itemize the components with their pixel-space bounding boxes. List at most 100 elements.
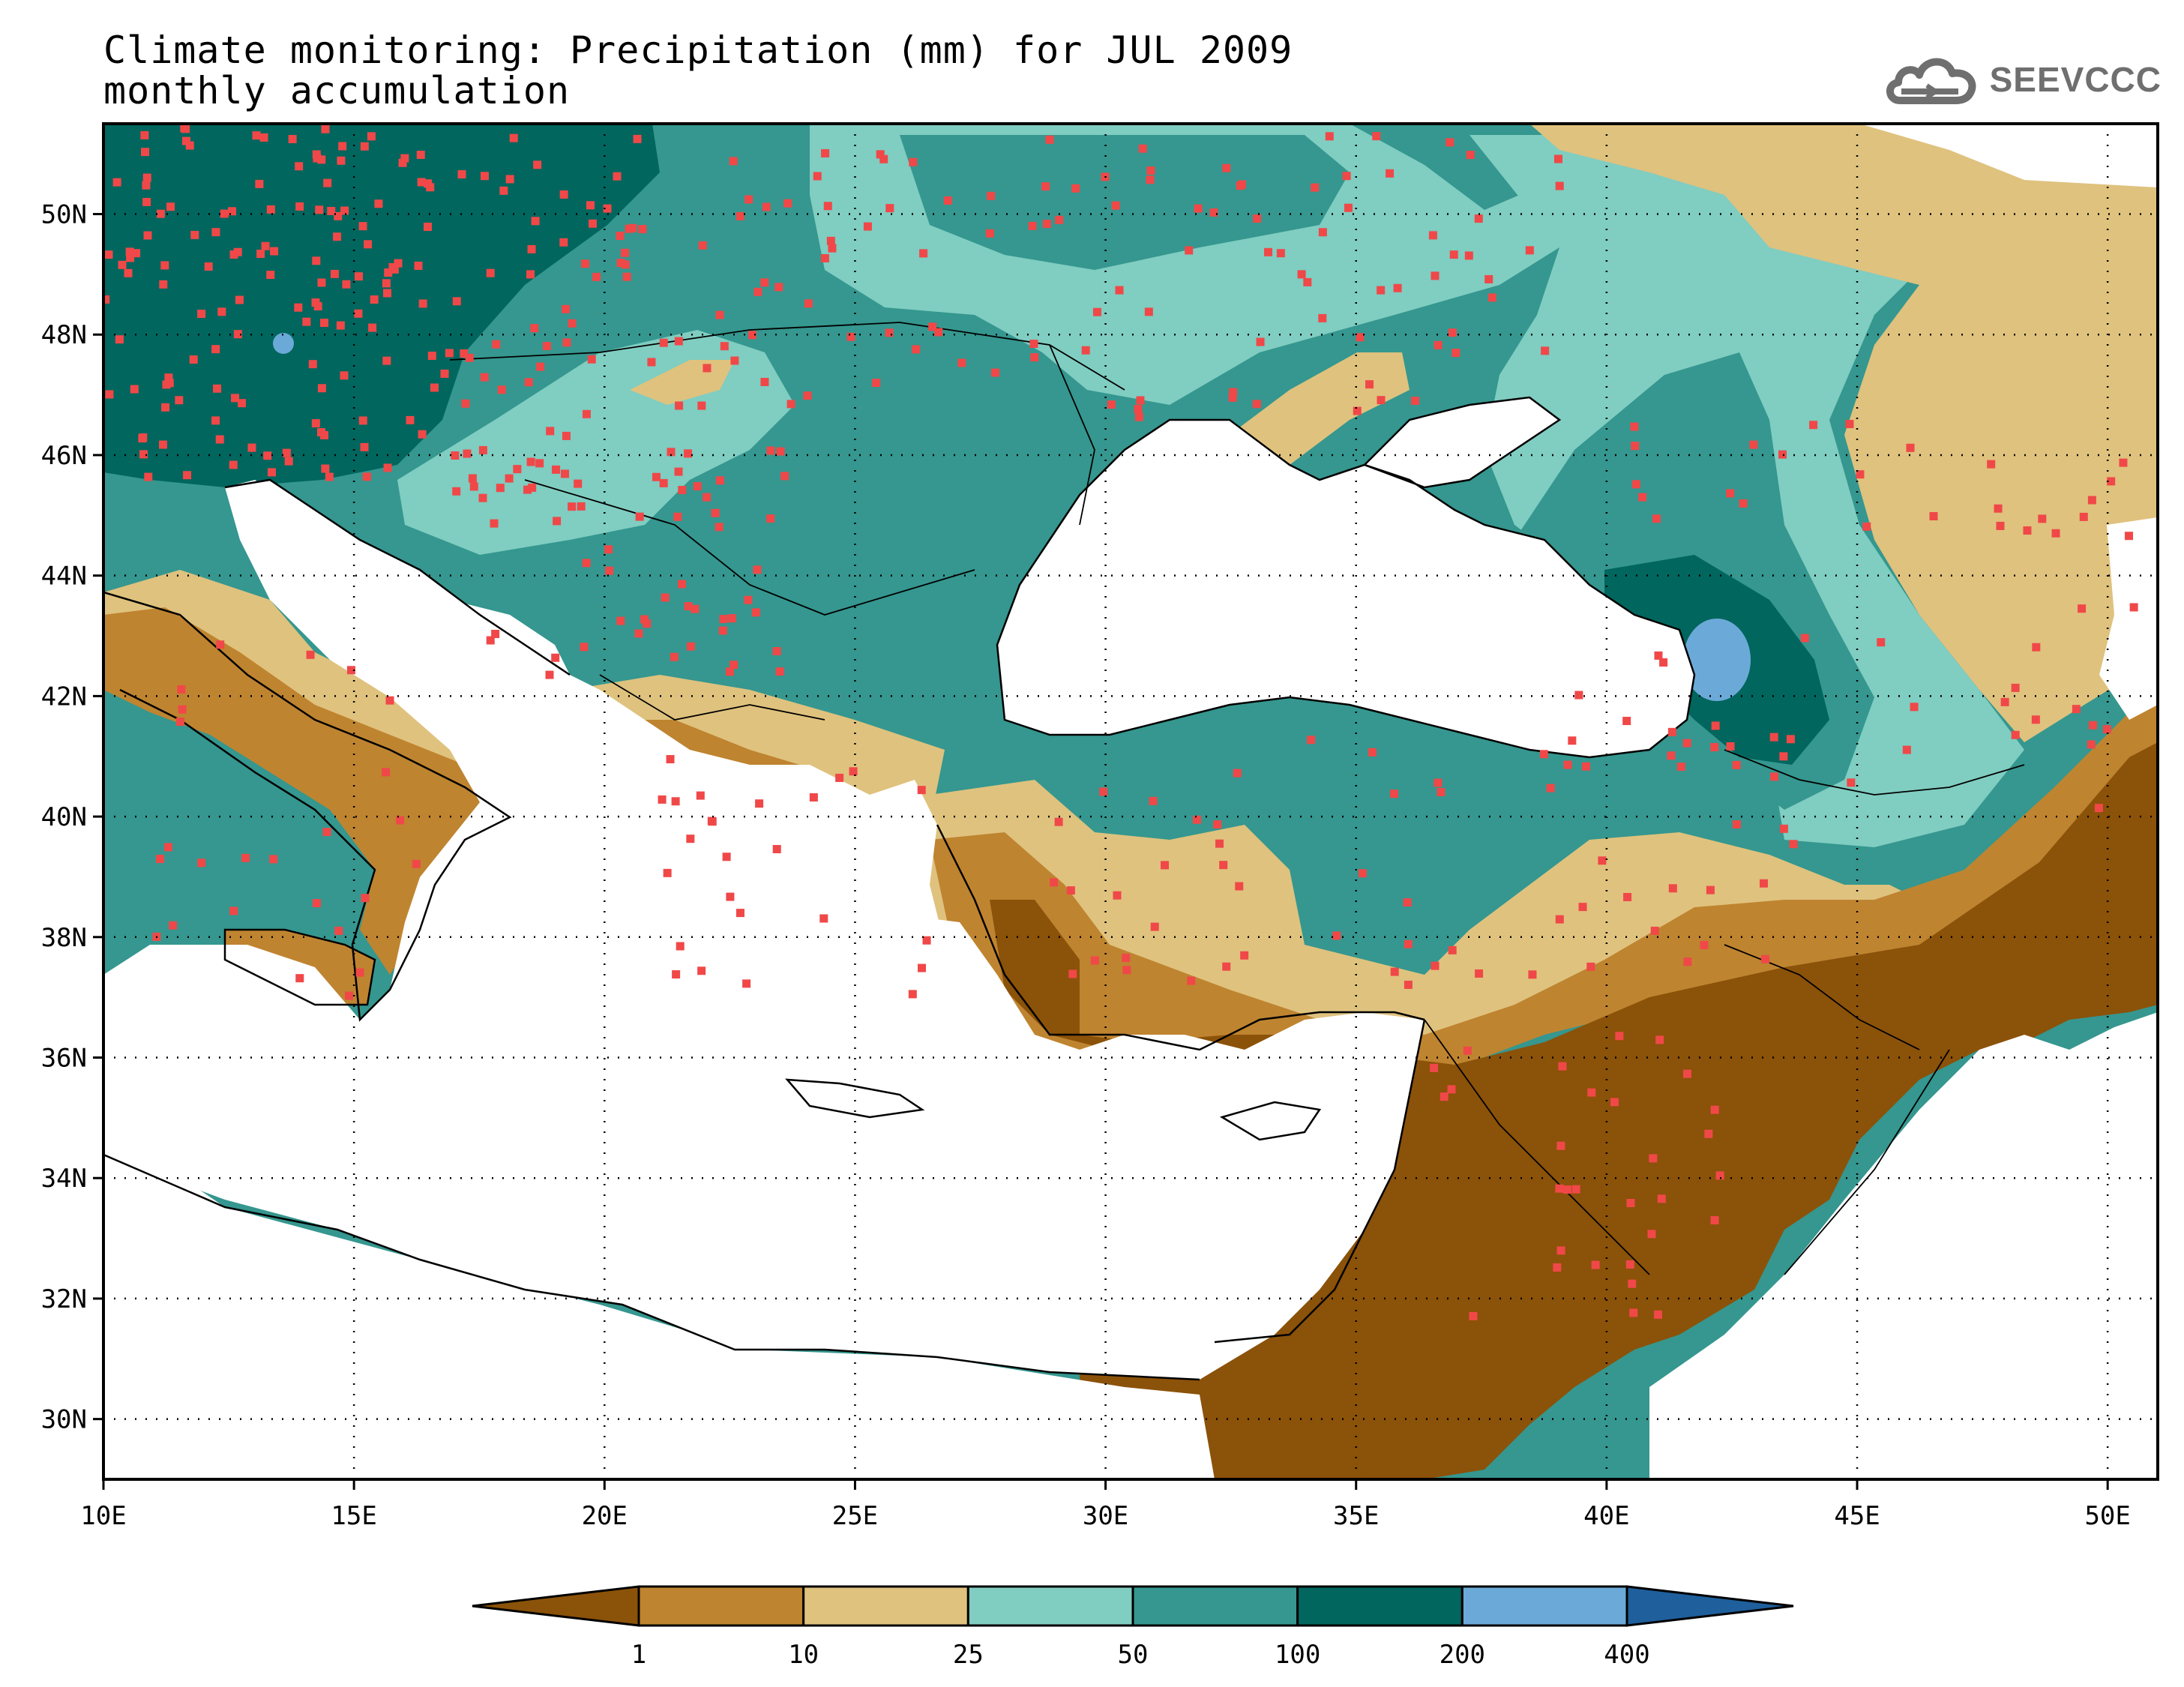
station-marker bbox=[295, 974, 304, 983]
coast-black-sea bbox=[996, 418, 1696, 759]
station-marker bbox=[647, 358, 656, 367]
station-marker bbox=[1161, 861, 1170, 870]
station-marker bbox=[368, 323, 377, 332]
station-marker bbox=[990, 368, 999, 377]
station-marker bbox=[1652, 514, 1661, 523]
station-marker bbox=[698, 241, 707, 250]
station-marker bbox=[560, 469, 569, 478]
station-marker bbox=[185, 141, 194, 150]
station-marker bbox=[1654, 651, 1663, 660]
station-marker bbox=[753, 287, 762, 296]
station-marker bbox=[1134, 405, 1143, 414]
station-marker bbox=[211, 228, 220, 237]
station-marker bbox=[1448, 328, 1457, 337]
station-marker bbox=[1562, 1185, 1571, 1194]
station-marker bbox=[725, 667, 734, 676]
station-marker bbox=[1122, 966, 1131, 975]
station-marker bbox=[879, 154, 888, 163]
station-marker bbox=[398, 158, 407, 167]
x-tick-label: 50E bbox=[2084, 1501, 2130, 1531]
station-marker bbox=[345, 991, 354, 1000]
station-marker bbox=[674, 467, 683, 476]
station-marker bbox=[1042, 220, 1051, 229]
nodata-ne-corner bbox=[1859, 124, 2158, 187]
station-marker bbox=[1222, 163, 1231, 172]
station-marker bbox=[1994, 504, 2003, 513]
station-marker bbox=[1598, 856, 1607, 865]
station-marker bbox=[735, 909, 744, 918]
station-marker bbox=[164, 373, 173, 382]
station-marker bbox=[396, 816, 405, 825]
station-marker bbox=[846, 332, 855, 341]
station-marker bbox=[885, 328, 894, 337]
station-marker bbox=[461, 399, 470, 408]
station-marker bbox=[1862, 522, 1871, 531]
station-marker bbox=[316, 428, 325, 437]
y-tick-label: 34N bbox=[41, 1164, 87, 1194]
station-marker bbox=[774, 283, 783, 292]
station-marker bbox=[1659, 658, 1668, 667]
station-markers bbox=[103, 124, 2138, 1320]
station-marker bbox=[849, 767, 858, 776]
station-marker bbox=[463, 449, 472, 458]
station-marker bbox=[1629, 1308, 1638, 1317]
station-marker bbox=[306, 650, 315, 659]
station-marker bbox=[394, 259, 403, 268]
station-marker bbox=[622, 272, 631, 281]
station-marker bbox=[497, 385, 506, 394]
station-marker bbox=[1393, 283, 1402, 292]
station-marker bbox=[161, 403, 170, 412]
station-marker bbox=[1706, 885, 1715, 894]
station-marker bbox=[1558, 1062, 1567, 1071]
station-marker bbox=[762, 202, 771, 211]
station-marker bbox=[813, 172, 822, 181]
station-marker bbox=[604, 545, 613, 554]
station-marker bbox=[1556, 1246, 1565, 1255]
station-marker bbox=[141, 148, 150, 157]
station-marker bbox=[562, 431, 571, 440]
station-marker bbox=[266, 271, 275, 280]
station-marker bbox=[311, 419, 320, 428]
station-marker bbox=[321, 124, 330, 133]
station-marker bbox=[568, 319, 577, 328]
station-marker bbox=[1628, 1279, 1637, 1288]
station-marker bbox=[536, 362, 545, 371]
station-marker bbox=[1325, 132, 1334, 141]
station-marker bbox=[132, 249, 141, 258]
station-marker bbox=[105, 390, 114, 399]
y-tick-label: 32N bbox=[41, 1284, 87, 1314]
station-marker bbox=[143, 231, 152, 240]
station-marker bbox=[1050, 878, 1059, 887]
station-marker bbox=[1847, 778, 1856, 787]
station-marker bbox=[1553, 154, 1562, 163]
station-marker bbox=[1332, 931, 1341, 940]
station-marker bbox=[621, 248, 630, 257]
station-marker bbox=[217, 307, 226, 316]
station-marker bbox=[766, 514, 775, 523]
station-marker bbox=[340, 206, 349, 215]
station-marker bbox=[406, 415, 415, 424]
station-marker bbox=[697, 401, 706, 410]
station-marker bbox=[863, 222, 872, 231]
coast-adriatic bbox=[224, 478, 571, 676]
station-marker bbox=[580, 643, 589, 652]
station-marker bbox=[360, 442, 369, 451]
station-marker bbox=[2032, 643, 2041, 652]
station-marker bbox=[667, 448, 676, 457]
station-marker bbox=[183, 471, 192, 480]
station-marker bbox=[1358, 869, 1367, 878]
station-marker bbox=[256, 250, 265, 259]
station-marker bbox=[1030, 353, 1039, 362]
station-marker bbox=[142, 197, 151, 206]
station-marker bbox=[166, 202, 175, 211]
station-marker bbox=[523, 485, 532, 494]
station-marker bbox=[1710, 1216, 1719, 1225]
y-axis-ticks: 30N 32N 34N 36N 38N 40N 42N 44N 46N 48N 50N bbox=[41, 200, 103, 1435]
station-marker bbox=[1228, 393, 1237, 402]
station-marker bbox=[726, 892, 735, 901]
station-marker bbox=[1029, 340, 1038, 349]
station-marker bbox=[1185, 246, 1194, 255]
station-marker bbox=[592, 272, 601, 281]
x-tick-label: 10E bbox=[80, 1501, 126, 1531]
station-marker bbox=[1987, 460, 1996, 469]
